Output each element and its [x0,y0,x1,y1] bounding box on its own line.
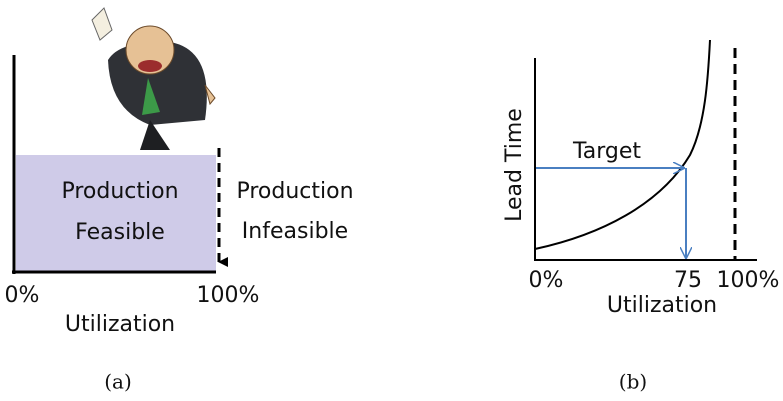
x-target-label: 75 [674,268,702,293]
x-end-label: 100% [197,283,260,308]
x-start-label: 0% [529,268,564,293]
feasible-region [16,155,216,271]
manager-illustration [91,7,216,150]
panel-a: Production Feasible Production Infeasibl… [5,7,354,394]
panel-b: Lead Time Target 0% 75 100% Utilization … [502,39,780,394]
y-axis-label: Lead Time [502,108,527,222]
x-axis-label: Utilization [65,312,175,337]
target-label: Target [572,139,641,164]
x-end-label: 100% [717,268,780,293]
x-start-label: 0% [5,283,40,308]
infeasible-label: Production [236,179,353,204]
caption: (a) [104,370,132,394]
lead-time-curve [534,39,711,250]
feasible-label: Production [61,179,178,204]
infeasible-label: Infeasible [242,219,348,244]
caption: (b) [619,370,647,394]
feasible-label: Feasible [75,220,165,245]
x-axis-label: Utilization [607,293,717,318]
